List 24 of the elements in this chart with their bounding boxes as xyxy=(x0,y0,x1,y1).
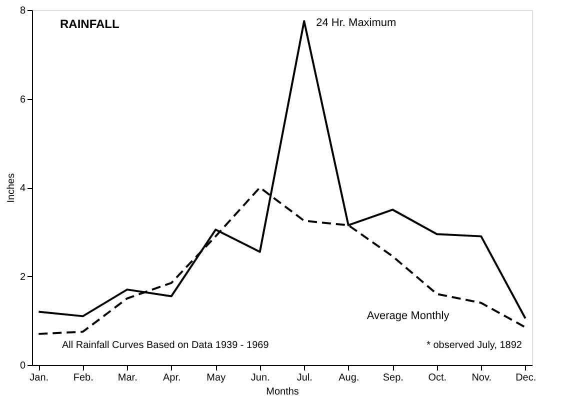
x-axis-title: Months xyxy=(266,386,299,398)
text: RAINFALL xyxy=(60,17,120,31)
x-tick-label: Feb. xyxy=(73,372,94,384)
x-tick-label: Jul. xyxy=(296,372,312,384)
y-tick-label: 8 xyxy=(20,6,26,16)
x-tick-label: Apr. xyxy=(162,372,181,384)
annotation: * observed July, 1892 xyxy=(426,340,522,351)
x-tick-label: May xyxy=(206,372,226,384)
series-label: 24 Hr. Maximum xyxy=(316,17,396,30)
y-tick-label: 6 xyxy=(20,94,26,106)
y-tick-label: 2 xyxy=(20,272,26,283)
x-tick-label: Jun. xyxy=(250,372,270,384)
x-tick-label: Aug. xyxy=(338,372,360,384)
y-axis-title: Inches xyxy=(6,173,17,203)
x-tick-label: Dec. xyxy=(516,372,536,384)
series-label: Average Monthly xyxy=(366,310,450,322)
annotation: All Rainfall Curves Based on Data 1939 - 1969 xyxy=(62,340,270,351)
x-tick-label: Jan. xyxy=(30,372,49,384)
y-tick-label: 0 xyxy=(20,360,26,372)
x-tick-label: Oct. xyxy=(428,372,447,384)
x-tick-label: Mar. xyxy=(118,372,138,384)
x-tick-label: Nov. xyxy=(472,372,492,384)
x-tick-label: Sep. xyxy=(382,372,404,384)
y-tick-label: 4 xyxy=(20,183,26,194)
